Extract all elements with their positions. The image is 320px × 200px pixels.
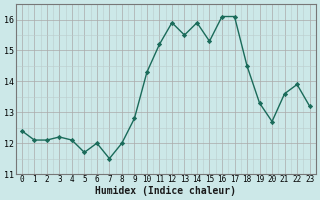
X-axis label: Humidex (Indice chaleur): Humidex (Indice chaleur)	[95, 186, 236, 196]
